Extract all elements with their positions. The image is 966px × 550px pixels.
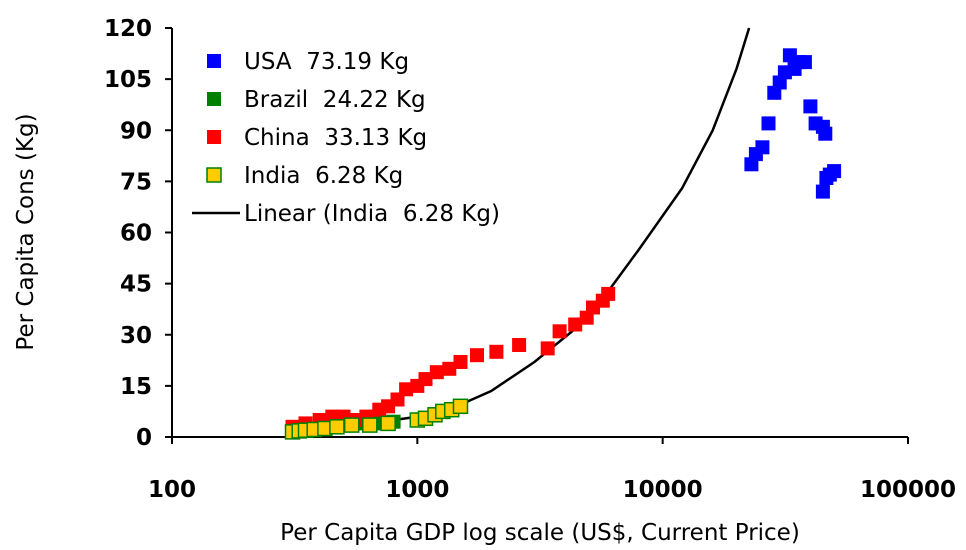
y-tick-label: 90: [120, 118, 152, 144]
data-point-china: [442, 361, 457, 376]
y-tick-label: 0: [136, 425, 152, 451]
data-point-india: [362, 417, 378, 433]
data-point-usa: [827, 164, 842, 179]
x-tick-label: 1000: [385, 477, 449, 503]
y-tick-label: 45: [120, 272, 152, 298]
data-point-china: [489, 344, 504, 359]
data-point-india: [452, 398, 469, 415]
data-point-usa: [761, 116, 776, 131]
legend-label-india: India 6.28 Kg: [244, 163, 403, 189]
data-point-china: [429, 365, 444, 380]
y-ticks: 0 15 30 45 60 75 90 105 120: [104, 16, 172, 451]
legend-label-usa: USA 73.19 Kg: [244, 49, 409, 75]
data-point-usa: [803, 99, 818, 114]
y-tick-label: 105: [104, 67, 152, 93]
legend-label-china: China 33.13 Kg: [244, 125, 427, 151]
legend-label-brazil: Brazil 24.22 Kg: [244, 87, 426, 113]
legend: USA 73.19 Kg Brazil 24.22 Kg China 33.13 K…: [192, 49, 500, 227]
data-point-india: [380, 415, 396, 432]
data-point-china: [552, 324, 567, 339]
x-axis-title: Per Capita GDP log scale (US$, Current P…: [280, 520, 800, 546]
legend-swatch-brazil: [207, 92, 221, 106]
trendline-layer: [292, 27, 751, 434]
data-point-china: [540, 341, 555, 356]
data-point-india: [343, 417, 360, 433]
data-point-china: [470, 348, 484, 363]
data-point-china: [418, 372, 433, 387]
y-tick-label: 60: [120, 221, 152, 247]
data-point-india: [329, 419, 345, 435]
trendline-india: [292, 27, 751, 434]
data-point-china: [453, 355, 468, 369]
points-layer: [284, 48, 842, 440]
x-tick-label: 100000: [860, 477, 956, 503]
legend-swatch-usa: [207, 54, 221, 68]
y-tick-label: 120: [104, 16, 152, 42]
data-point-usa: [797, 55, 812, 70]
y-tick-label: 30: [120, 323, 152, 349]
x-ticks: 100 1000 10000 100000: [148, 437, 956, 503]
legend-label-india-trendline: Linear (India 6.28 Kg): [244, 201, 500, 227]
x-tick-label: 10000: [623, 477, 703, 503]
data-point-china: [568, 317, 583, 332]
data-point-usa: [755, 140, 770, 155]
data-point-usa: [815, 184, 830, 199]
data-point-china: [512, 338, 527, 352]
legend-swatch-china: [207, 130, 221, 144]
data-point-usa: [818, 126, 833, 141]
y-axis-title: Per Capita Cons (Kg): [13, 113, 39, 350]
y-tick-label: 75: [120, 169, 152, 195]
x-tick-label: 100: [148, 477, 196, 503]
y-tick-label: 15: [120, 374, 152, 400]
legend-swatch-india: [206, 167, 222, 183]
data-point-china: [601, 286, 616, 301]
data-point-china: [399, 382, 414, 397]
